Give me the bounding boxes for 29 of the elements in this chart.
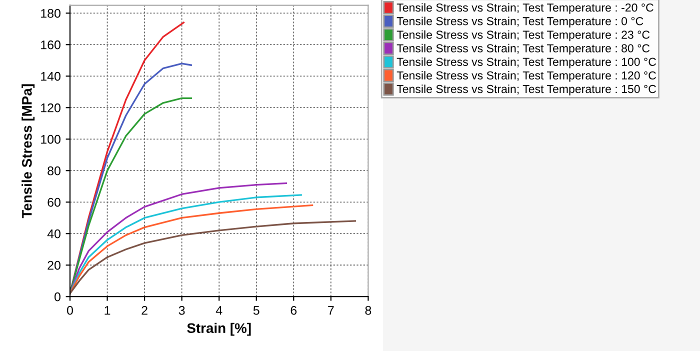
x-tick-label: 7	[328, 306, 334, 315]
x-tick-label: 6	[290, 306, 297, 315]
x-tick-label: 8	[365, 306, 372, 315]
x-tick-label: 0	[67, 306, 73, 315]
legend-label: Tensile Stress vs Strain; Test Temperature : 120 °C	[396, 71, 656, 82]
y-tick-label: 40	[47, 229, 60, 238]
x-tick-label: 3	[178, 306, 185, 315]
legend-label: Tensile Stress vs Strain; Test Temperature : 80 °C	[396, 44, 650, 55]
y-axis-title: Tensile Stress [MPa]	[22, 84, 35, 218]
legend-label: Tensile Stress vs Strain; Test Temperature : 23 °C	[396, 30, 650, 42]
y-tick-label: 180	[41, 8, 60, 18]
line-series	[70, 220, 356, 294]
y-tick-label: 20	[48, 260, 60, 270]
y-tick-label: 0	[54, 292, 60, 302]
y-tick-label: 160	[41, 40, 60, 50]
legend-label: Tensile Stress vs Strain; Test Temperature : 0 °C	[396, 16, 644, 28]
y-tick-label: 80	[48, 166, 60, 176]
y-tick-label: 100	[41, 134, 60, 144]
legend-label: Tensile Stress vs Strain; Test Temperature : -20 °C	[396, 3, 654, 14]
x-tick-label: 1	[104, 306, 110, 315]
legend-label: Tensile Stress vs Strain; Test Temperature : 150 °C	[396, 84, 656, 96]
y-tick-label: 120	[41, 103, 60, 112]
y-tick-label: 140	[41, 72, 60, 81]
x-tick-label: 4	[216, 306, 222, 315]
x-tick-label: 5	[253, 306, 260, 315]
legend-label: Tensile Stress vs Strain; Test Temperature : 100 °C	[396, 57, 656, 68]
x-tick-label: 2	[142, 306, 148, 315]
y-tick-label: 60	[48, 198, 60, 207]
x-axis-title: Strain [%]	[187, 322, 251, 336]
